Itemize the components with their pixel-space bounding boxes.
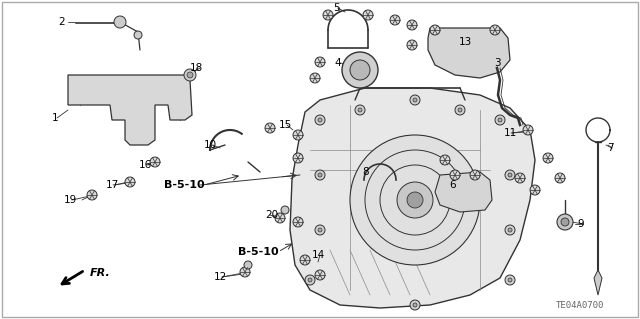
Polygon shape xyxy=(594,270,602,295)
Circle shape xyxy=(407,40,417,50)
Circle shape xyxy=(390,15,400,25)
Circle shape xyxy=(450,170,460,180)
Circle shape xyxy=(495,115,505,125)
Text: B-5-10: B-5-10 xyxy=(238,247,278,257)
Circle shape xyxy=(125,177,135,187)
Text: 11: 11 xyxy=(504,128,516,138)
Circle shape xyxy=(508,228,512,232)
Text: TE04A0700: TE04A0700 xyxy=(556,300,604,309)
Circle shape xyxy=(300,255,310,265)
Text: B-5-10: B-5-10 xyxy=(164,180,205,190)
Circle shape xyxy=(410,95,420,105)
Text: 17: 17 xyxy=(106,180,118,190)
Circle shape xyxy=(315,270,325,280)
Circle shape xyxy=(293,217,303,227)
Circle shape xyxy=(293,130,303,140)
Circle shape xyxy=(318,228,322,232)
Text: 9: 9 xyxy=(578,219,584,229)
Circle shape xyxy=(363,10,373,20)
Circle shape xyxy=(308,278,312,282)
Circle shape xyxy=(413,98,417,102)
Circle shape xyxy=(557,214,573,230)
Text: 13: 13 xyxy=(458,37,472,47)
Circle shape xyxy=(244,261,252,269)
Circle shape xyxy=(530,185,540,195)
Circle shape xyxy=(555,173,565,183)
Text: 19: 19 xyxy=(63,195,77,205)
Circle shape xyxy=(508,278,512,282)
Circle shape xyxy=(505,170,515,180)
Circle shape xyxy=(318,118,322,122)
Circle shape xyxy=(318,173,322,177)
Circle shape xyxy=(498,118,502,122)
Circle shape xyxy=(515,173,525,183)
Text: 3: 3 xyxy=(493,58,500,68)
Circle shape xyxy=(281,206,289,214)
Circle shape xyxy=(490,25,500,35)
Circle shape xyxy=(310,73,320,83)
Circle shape xyxy=(275,213,285,223)
Circle shape xyxy=(134,31,142,39)
Text: 8: 8 xyxy=(363,167,369,177)
Polygon shape xyxy=(68,75,192,145)
Circle shape xyxy=(87,190,97,200)
Text: 6: 6 xyxy=(450,180,456,190)
Polygon shape xyxy=(290,88,535,308)
Text: 10: 10 xyxy=(204,140,216,150)
Circle shape xyxy=(293,153,303,163)
Circle shape xyxy=(523,125,533,135)
Text: 18: 18 xyxy=(189,63,203,73)
Circle shape xyxy=(407,20,417,30)
Circle shape xyxy=(305,275,315,285)
Circle shape xyxy=(505,225,515,235)
Circle shape xyxy=(187,72,193,78)
Circle shape xyxy=(265,123,275,133)
Circle shape xyxy=(358,108,362,112)
Text: 2: 2 xyxy=(59,17,65,27)
Circle shape xyxy=(508,173,512,177)
Circle shape xyxy=(440,155,450,165)
Circle shape xyxy=(561,218,569,226)
Circle shape xyxy=(323,10,333,20)
Text: 12: 12 xyxy=(213,272,227,282)
Circle shape xyxy=(240,267,250,277)
Circle shape xyxy=(458,108,462,112)
Circle shape xyxy=(407,192,423,208)
Circle shape xyxy=(397,182,433,218)
Circle shape xyxy=(342,52,378,88)
Circle shape xyxy=(315,57,325,67)
Circle shape xyxy=(543,153,553,163)
Polygon shape xyxy=(435,172,492,212)
Text: 14: 14 xyxy=(312,250,324,260)
Text: 1: 1 xyxy=(52,113,58,123)
Text: FR.: FR. xyxy=(90,268,111,278)
Circle shape xyxy=(410,300,420,310)
Circle shape xyxy=(505,275,515,285)
Circle shape xyxy=(350,135,480,265)
Text: 15: 15 xyxy=(278,120,292,130)
Circle shape xyxy=(315,170,325,180)
Circle shape xyxy=(315,115,325,125)
Text: 20: 20 xyxy=(266,210,278,220)
Text: 5: 5 xyxy=(333,3,339,13)
Circle shape xyxy=(114,16,126,28)
Circle shape xyxy=(430,25,440,35)
Circle shape xyxy=(150,157,160,167)
Circle shape xyxy=(315,225,325,235)
Circle shape xyxy=(350,60,370,80)
Circle shape xyxy=(184,69,196,81)
Circle shape xyxy=(455,105,465,115)
Circle shape xyxy=(413,303,417,307)
Text: 16: 16 xyxy=(138,160,152,170)
Circle shape xyxy=(355,105,365,115)
Text: 4: 4 xyxy=(335,58,341,68)
Text: 7: 7 xyxy=(607,143,613,153)
Polygon shape xyxy=(428,28,510,78)
Circle shape xyxy=(470,170,480,180)
